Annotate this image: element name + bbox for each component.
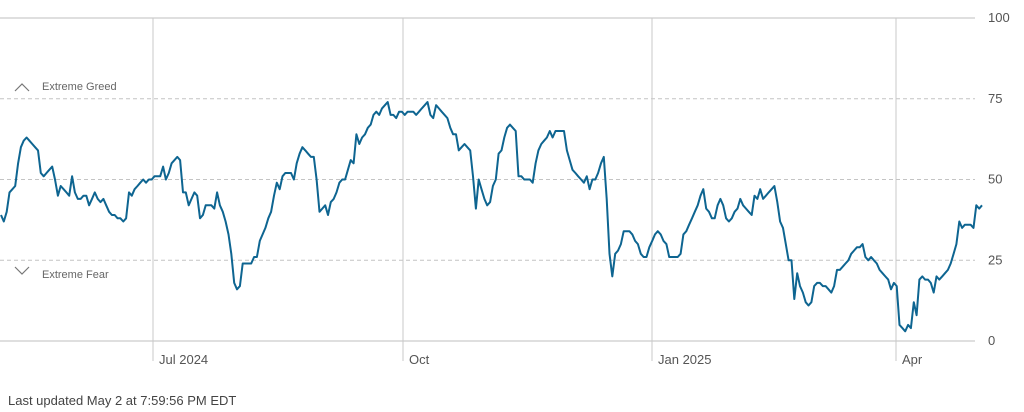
zone-label-fear: Extreme Fear [42, 269, 109, 281]
chevron-up-icon [14, 83, 30, 92]
x-tick-label: Jul 2024 [159, 352, 208, 367]
zone-label-greed: Extreme Greed [42, 81, 117, 93]
y-axis: 0 25 50 75 100 [988, 10, 1010, 348]
series-line [0, 101, 983, 333]
y-tick-label: 0 [988, 333, 995, 348]
last-updated-text: Last updated May 2 at 7:59:56 PM EDT [8, 393, 237, 408]
y-tick-label: 100 [988, 10, 1010, 25]
month-lines [152, 18, 897, 361]
fear-greed-chart: Extreme Greed Extreme Fear 0 25 50 75 100 Jul… [0, 10, 1010, 367]
x-tick-label: Oct [409, 352, 430, 367]
x-tick-label: Apr [902, 352, 923, 367]
y-tick-label: 25 [988, 252, 1002, 267]
x-tick-label: Jan 2025 [658, 352, 712, 367]
y-tick-label: 75 [988, 91, 1002, 106]
zone-labels: Extreme Greed Extreme Fear [14, 81, 117, 281]
chevron-down-icon [14, 266, 30, 275]
x-axis: Jul 2024 Oct Jan 2025 Apr [159, 352, 923, 367]
grid-lines [0, 17, 975, 342]
y-tick-label: 50 [988, 172, 1002, 187]
